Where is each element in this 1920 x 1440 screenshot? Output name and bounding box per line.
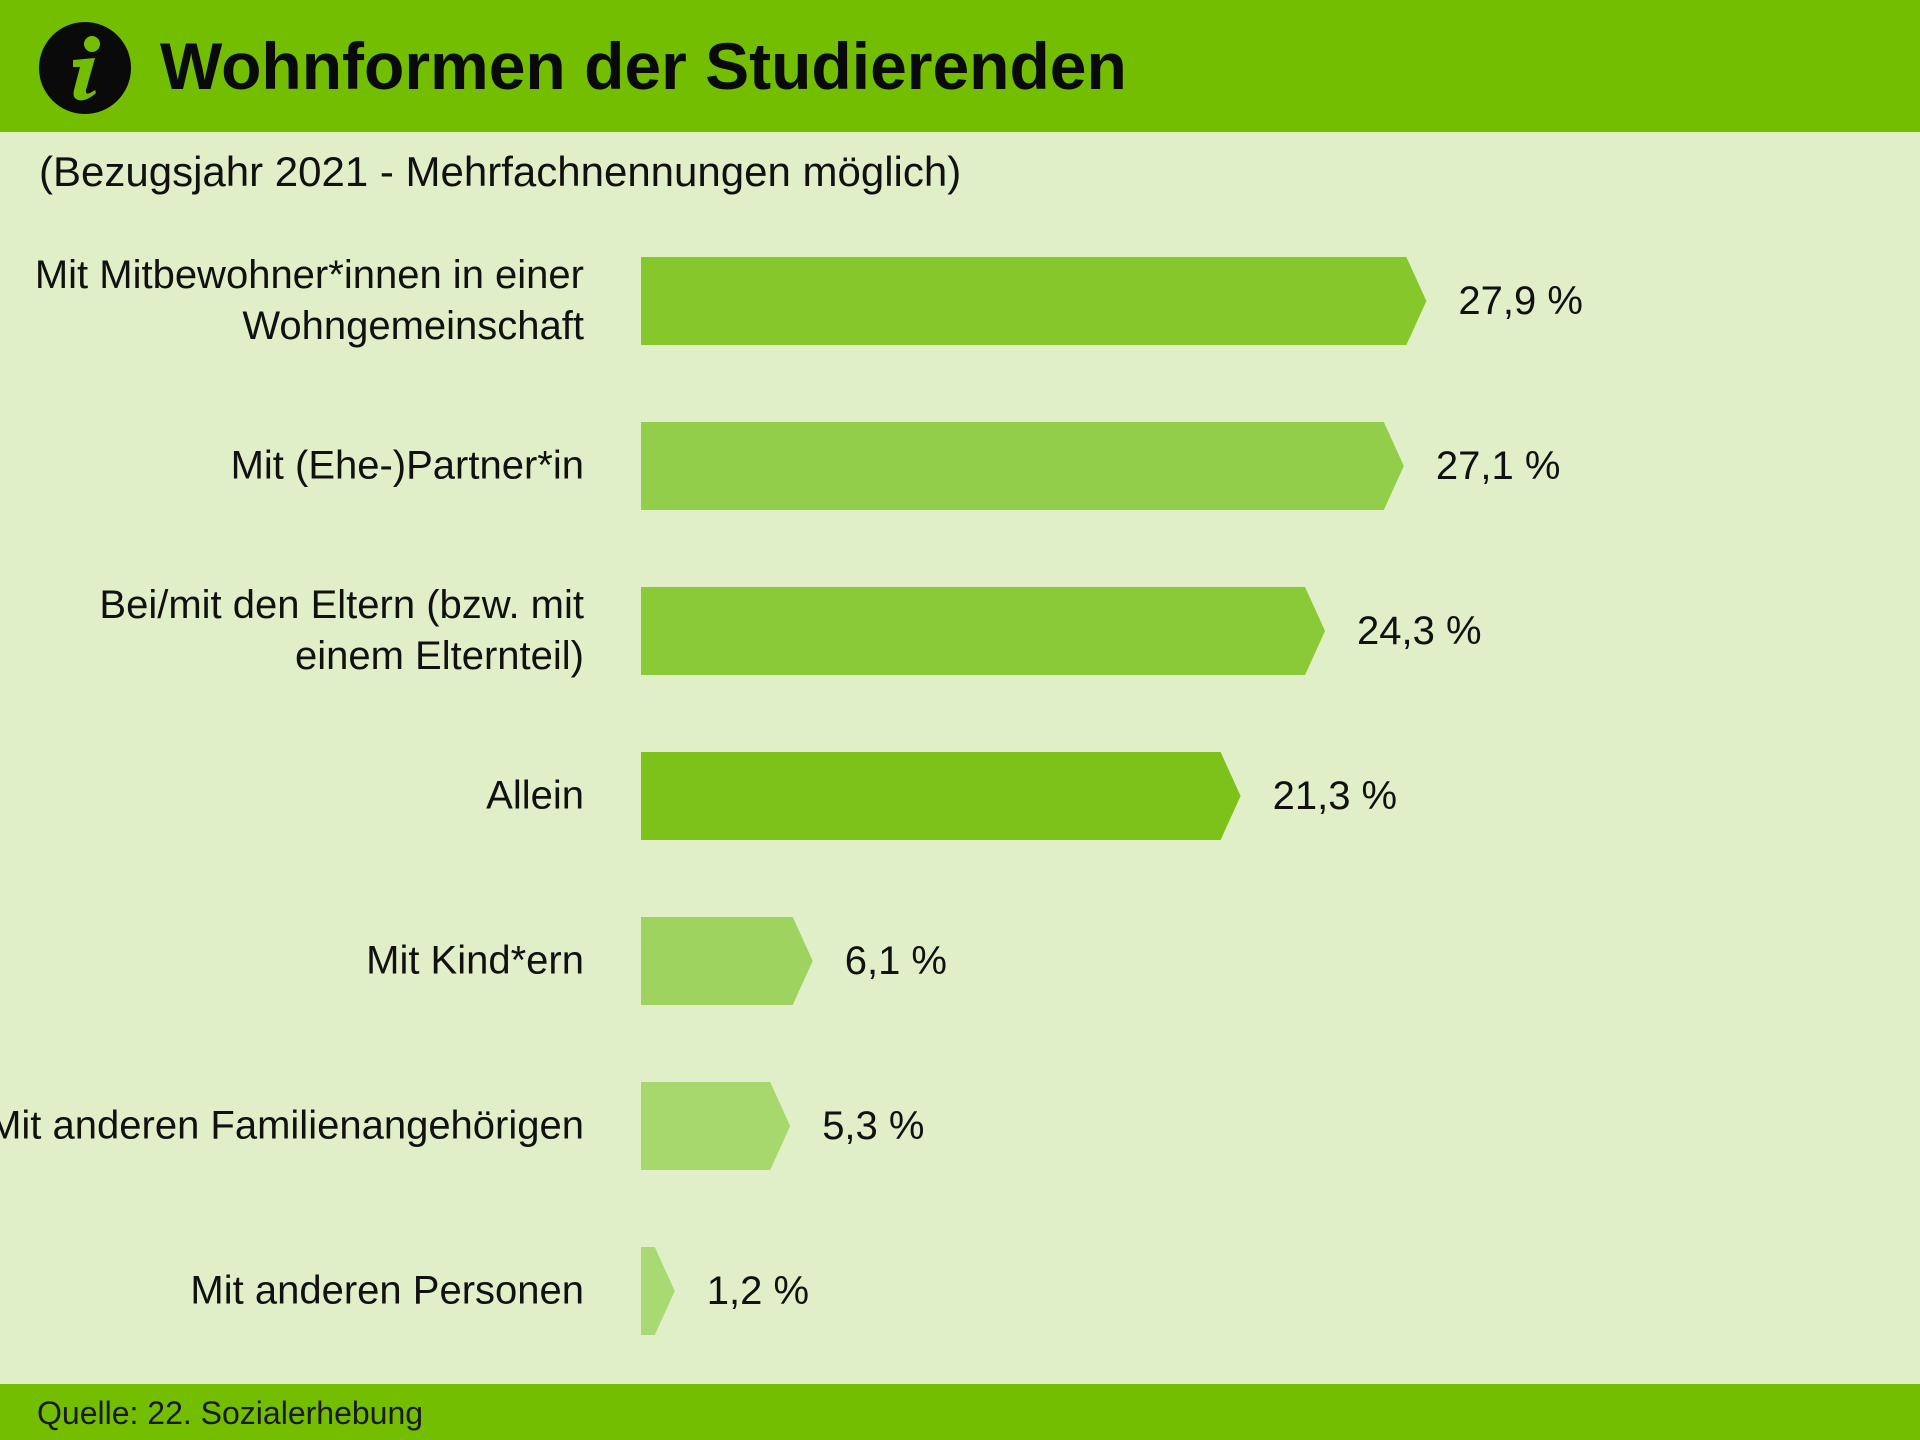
value-label: 1,2 % — [706, 1269, 810, 1313]
chart-subtitle: (Bezugsjahr 2021 - Mehrfachnennungen mög… — [39, 148, 962, 195]
bar-2 — [641, 422, 1404, 510]
category-label: Mit (Ehe-)Partner*in — [230, 443, 584, 488]
bar-6 — [641, 1082, 791, 1170]
category-label: Mit Kind*ern — [366, 938, 584, 983]
footer-bar: Quelle: 22. Sozialerhebung — [0, 1384, 1920, 1440]
bar-chart: Mit Mitbewohner*innen in einer Wohngemei… — [0, 200, 1920, 1370]
value-label: 24,3 % — [1357, 609, 1482, 653]
category-label: Mit Mitbewohner*innen in einer Wohngemei… — [34, 253, 584, 348]
value-label: 5,3 % — [822, 1104, 925, 1148]
info-icon — [39, 22, 131, 114]
value-label: 6,1 % — [844, 939, 947, 983]
category-label: Mit anderen Personen — [190, 1268, 584, 1313]
bar-4 — [641, 752, 1241, 840]
source-note: Quelle: 22. Sozialerhebung — [37, 1395, 424, 1431]
value-label: 27,9 % — [1458, 279, 1583, 323]
value-label: 27,1 % — [1435, 444, 1561, 488]
bar-3 — [641, 587, 1326, 675]
category-label: Bei/mit den Eltern (bzw. mit einem Elter… — [99, 583, 584, 678]
header-bar: Wohnformen der Studierenden — [0, 0, 1920, 132]
category-label: Mit anderen Familienangehörigen — [0, 1103, 584, 1148]
bar-5 — [641, 917, 813, 1005]
category-label: Allein — [486, 773, 584, 818]
bar-chart-svg — [641, 257, 1427, 1335]
value-label: 21,3 % — [1272, 774, 1398, 818]
bar-7 — [641, 1247, 675, 1335]
page-title: Wohnformen der Studierenden — [160, 29, 1127, 103]
bar-1 — [641, 257, 1427, 345]
